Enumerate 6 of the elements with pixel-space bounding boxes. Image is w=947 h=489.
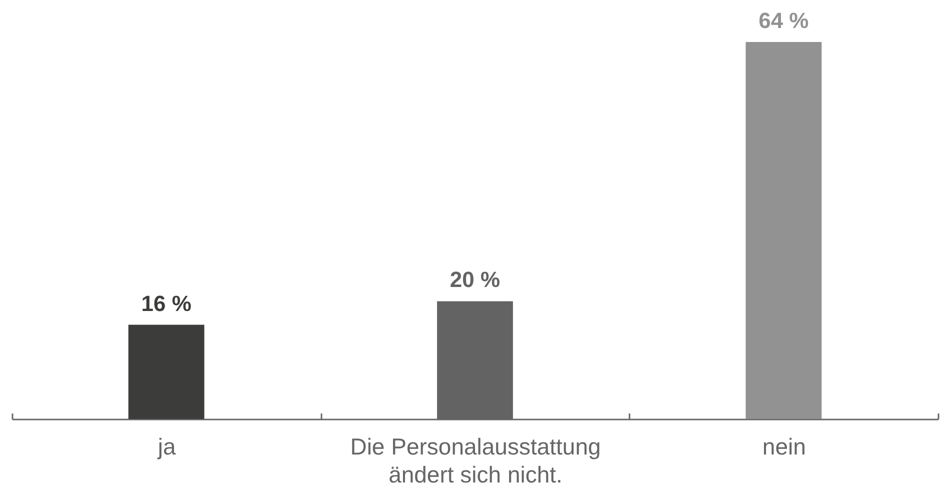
- data-label: 16 %: [141, 290, 192, 316]
- x-tick-label: Die Personalausstattung ändert sich nicht.: [350, 434, 601, 488]
- x-tick-label: nein: [762, 434, 806, 460]
- data-label: 64 %: [758, 8, 809, 33]
- x-tick-label: ja: [156, 434, 176, 460]
- data-label: 20 %: [450, 267, 500, 292]
